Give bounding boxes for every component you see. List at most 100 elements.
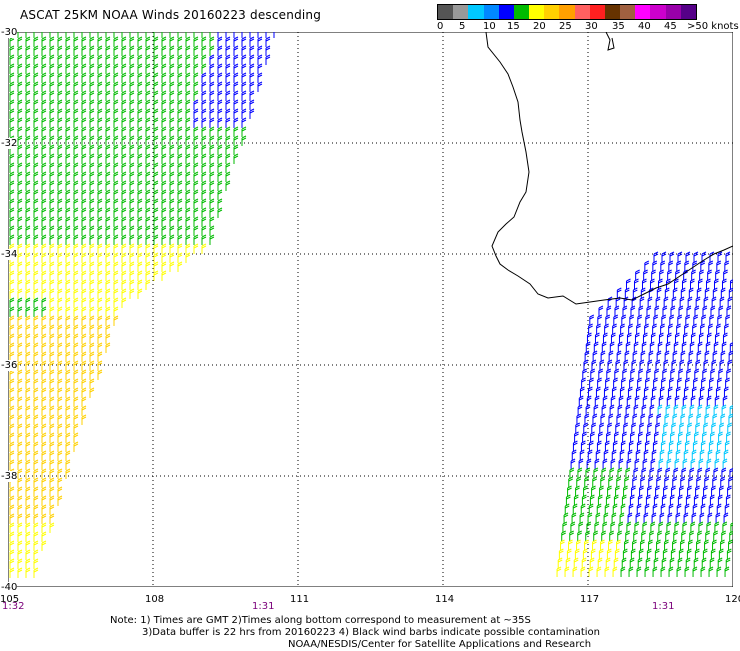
wind-barb bbox=[225, 99, 231, 110]
wind-barb bbox=[9, 486, 15, 497]
legend-color-bar bbox=[437, 4, 697, 20]
wind-barb bbox=[209, 144, 215, 155]
wind-barb bbox=[17, 36, 23, 47]
wind-barb bbox=[722, 395, 728, 406]
wind-barb bbox=[705, 278, 711, 289]
wind-barb bbox=[65, 36, 71, 47]
wind-barb bbox=[592, 350, 598, 361]
wind-barb bbox=[694, 431, 699, 442]
wind-barb bbox=[581, 557, 587, 568]
wind-barb bbox=[57, 243, 63, 254]
wind-barb bbox=[593, 404, 599, 415]
wind-barb bbox=[97, 324, 103, 335]
wind-barb bbox=[97, 306, 103, 317]
wind-barb bbox=[177, 32, 180, 38]
wind-barb bbox=[161, 72, 167, 83]
wind-barb bbox=[145, 117, 151, 128]
wind-barb bbox=[121, 216, 127, 227]
wind-barb bbox=[201, 216, 207, 227]
wind-barb bbox=[129, 32, 132, 38]
wind-barb bbox=[682, 521, 688, 532]
wind-barb bbox=[33, 513, 39, 524]
wind-barb bbox=[65, 279, 71, 290]
wind-barb bbox=[129, 90, 135, 101]
wind-barb bbox=[699, 386, 705, 397]
wind-barb bbox=[9, 333, 15, 344]
wind-barb bbox=[596, 323, 601, 334]
wind-barb bbox=[217, 180, 223, 191]
wind-barb bbox=[89, 126, 95, 137]
wind-barb bbox=[145, 171, 151, 182]
wind-barb bbox=[105, 63, 111, 74]
wind-barb bbox=[217, 45, 223, 56]
wind-barb bbox=[33, 63, 39, 74]
wind-barb bbox=[692, 503, 698, 514]
wind-barb bbox=[185, 198, 191, 209]
wind-barb bbox=[57, 72, 63, 83]
wind-barb bbox=[592, 539, 597, 550]
wind-barb bbox=[249, 32, 252, 38]
wind-barb bbox=[579, 386, 585, 397]
wind-barb bbox=[249, 81, 255, 92]
wind-barb bbox=[193, 189, 199, 200]
wind-barb bbox=[33, 387, 39, 398]
wind-barb bbox=[17, 54, 23, 65]
wind-barb bbox=[73, 324, 79, 335]
wind-barb bbox=[700, 566, 706, 577]
wind-barb bbox=[217, 81, 223, 92]
wind-barb bbox=[41, 243, 47, 254]
wind-barb bbox=[665, 404, 671, 415]
wind-barb bbox=[201, 117, 207, 128]
wind-barb bbox=[705, 467, 711, 478]
wind-barb bbox=[700, 503, 706, 514]
wind-barb bbox=[676, 503, 682, 514]
wind-barb bbox=[571, 512, 577, 523]
wind-barb bbox=[25, 315, 31, 326]
wind-barb bbox=[664, 413, 670, 424]
wind-barb bbox=[177, 261, 183, 272]
wind-barb bbox=[564, 503, 570, 514]
wind-barb bbox=[644, 440, 650, 451]
wind-barb bbox=[49, 513, 55, 524]
wind-barb bbox=[209, 198, 215, 209]
wind-barb bbox=[663, 422, 668, 433]
wind-barb bbox=[708, 566, 714, 577]
wind-barb bbox=[654, 548, 660, 559]
wind-barb bbox=[572, 440, 578, 451]
wind-barb bbox=[217, 36, 223, 47]
wind-barb bbox=[9, 396, 15, 407]
wind-barb bbox=[201, 171, 207, 182]
wind-barb bbox=[193, 90, 199, 101]
wind-barb bbox=[129, 36, 135, 47]
wind-barb bbox=[643, 386, 649, 397]
wind-barb bbox=[153, 117, 159, 128]
wind-barb bbox=[105, 333, 111, 344]
wind-barb bbox=[642, 521, 648, 532]
wind-barb bbox=[81, 198, 87, 209]
wind-barb bbox=[201, 36, 207, 47]
wind-barb bbox=[620, 440, 626, 451]
wind-barb bbox=[17, 90, 23, 101]
wind-barb bbox=[25, 468, 31, 479]
wind-barb bbox=[711, 422, 716, 433]
wind-barb bbox=[727, 359, 733, 370]
wind-barb bbox=[193, 99, 199, 110]
wind-barb bbox=[588, 440, 594, 451]
wind-barb bbox=[121, 135, 127, 146]
wind-barb bbox=[651, 269, 656, 280]
map-frame bbox=[8, 32, 733, 587]
wind-barb bbox=[652, 440, 658, 451]
wind-barb bbox=[89, 360, 95, 371]
legend-swatch-12 bbox=[620, 5, 636, 19]
wind-barb bbox=[606, 305, 612, 316]
wind-barb bbox=[9, 54, 15, 65]
wind-barb bbox=[41, 180, 47, 191]
wind-barb bbox=[193, 162, 199, 173]
wind-barb bbox=[661, 251, 667, 262]
wind-barb bbox=[81, 315, 87, 326]
wind-barb bbox=[225, 90, 231, 101]
longitude-label: 108 bbox=[145, 594, 165, 605]
wind-barb bbox=[660, 260, 666, 271]
wind-barb bbox=[137, 180, 143, 191]
wind-barb bbox=[608, 413, 614, 424]
